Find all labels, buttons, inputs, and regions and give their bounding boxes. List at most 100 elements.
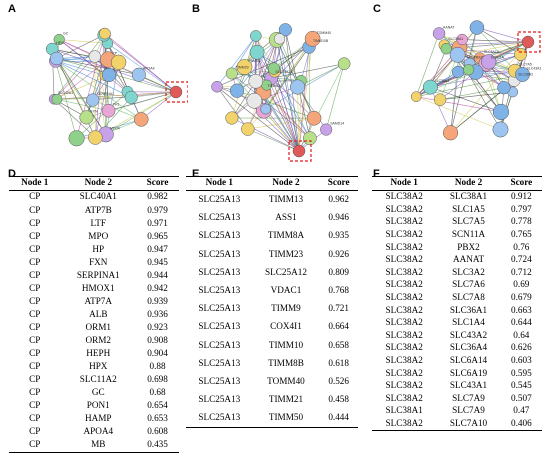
node1-cell: CP: [9, 217, 60, 230]
node1-cell: SLC38A2: [372, 204, 436, 217]
score-cell: 0.945: [136, 256, 179, 269]
score-cell: 0.947: [136, 243, 179, 256]
node1-cell: SLC38A2: [372, 279, 436, 292]
score-cell: 0.68: [136, 387, 179, 400]
interaction-edge: [416, 97, 501, 112]
column-header-node1: Node 1: [9, 177, 60, 191]
protein-node: [250, 30, 261, 41]
node-label: CP: [112, 52, 118, 56]
node2-cell: TIMM8A: [253, 227, 320, 245]
node-label: SLC25A13: [275, 70, 292, 74]
protein-node: [50, 52, 63, 65]
protein-node: [250, 45, 264, 59]
node2-cell: SLC7A9: [436, 405, 500, 418]
score-cell: 0.923: [136, 321, 179, 334]
node-label: SERPINA1: [97, 92, 114, 96]
node-label: TIMM29: [236, 65, 249, 69]
node2-cell: SLC38A1: [436, 190, 500, 203]
protein-node: [88, 131, 102, 145]
node1-cell: SLC25A13: [186, 209, 253, 227]
node1-cell: SLC38A2: [372, 355, 436, 368]
score-cell: 0.908: [136, 334, 179, 347]
node1-cell: CP: [9, 190, 60, 204]
node2-cell: SLC3A2: [436, 267, 500, 280]
node-label: FXN: [91, 109, 98, 113]
node2-cell: HPX: [60, 361, 136, 374]
node2-cell: TIMM10: [253, 336, 320, 354]
node2-cell: TIMM13: [253, 190, 320, 209]
score-cell: 0.926: [319, 246, 358, 264]
score-cell: 0.526: [319, 373, 358, 391]
score-cell: 0.654: [136, 400, 179, 413]
score-cell: 0.679: [501, 292, 542, 305]
edges: [52, 34, 176, 139]
node1-cell: SLC38A2: [372, 317, 436, 330]
node2-cell: PBX2: [436, 241, 500, 254]
node2-cell: HP: [60, 243, 136, 256]
node-label: SAMD14: [330, 122, 344, 126]
score-cell: 0.653: [136, 413, 179, 426]
protein-node: [261, 104, 271, 114]
protein-node: [411, 92, 421, 102]
protein-node: [493, 104, 509, 120]
score-cell: 0.406: [501, 418, 542, 431]
interaction-edge: [477, 28, 528, 42]
node1-cell: CP: [9, 256, 60, 269]
node1-cell: SLC38A2: [372, 241, 436, 254]
protein-node: [434, 94, 446, 106]
node2-cell: VDAC1: [253, 282, 320, 300]
protein-node: [125, 91, 138, 104]
node2-cell: TIMM8B: [253, 355, 320, 373]
protein-node: [134, 112, 148, 126]
score-cell: 0.458: [319, 391, 358, 409]
node1-cell: SLC25A13: [186, 300, 253, 318]
interaction-edge: [95, 34, 104, 138]
node1-cell: CP: [9, 321, 60, 334]
interaction-edge: [264, 111, 299, 151]
protein-node: [212, 81, 223, 92]
score-cell: 0.658: [319, 336, 358, 354]
score-cell: 0.971: [136, 217, 179, 230]
protein-node: [303, 132, 316, 145]
column-header-node2: Node 2: [60, 177, 136, 191]
score-cell: 0.965: [136, 230, 179, 243]
score-cell: 0.664: [319, 318, 358, 336]
protein-node: [514, 48, 526, 60]
node-label: SLC36A1: [434, 79, 449, 83]
score-cell: 0.724: [501, 254, 542, 267]
score-cell: 0.809: [319, 264, 358, 282]
protein-node: [89, 51, 101, 63]
node2-cell: SLC7A8: [436, 292, 500, 305]
protein-node: [290, 80, 305, 95]
node1-cell: SLC25A13: [186, 246, 253, 264]
protein-node: [111, 55, 126, 70]
score-cell: 0.944: [136, 269, 179, 282]
protein-node: [450, 47, 465, 62]
column-header-score: Score: [319, 177, 358, 191]
node2-cell: TIMM9: [253, 300, 320, 318]
score-cell: 0.69: [501, 279, 542, 292]
score-cell: 0.603: [501, 355, 542, 368]
protein-node: [99, 28, 110, 39]
node2-cell: SLC6A19: [436, 367, 500, 380]
node-label: SLC40A1: [58, 91, 73, 95]
